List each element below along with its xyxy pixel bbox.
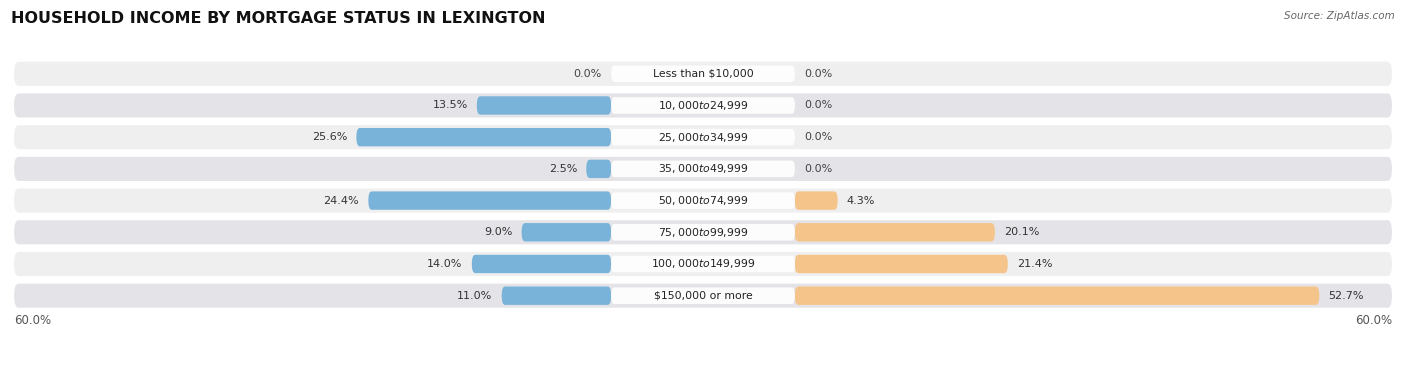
Text: HOUSEHOLD INCOME BY MORTGAGE STATUS IN LEXINGTON: HOUSEHOLD INCOME BY MORTGAGE STATUS IN L…	[11, 11, 546, 26]
FancyBboxPatch shape	[14, 188, 1392, 213]
FancyBboxPatch shape	[502, 287, 612, 305]
Text: 0.0%: 0.0%	[574, 69, 602, 79]
FancyBboxPatch shape	[14, 284, 1392, 308]
Text: 25.6%: 25.6%	[312, 132, 347, 142]
Text: 2.5%: 2.5%	[548, 164, 576, 174]
FancyBboxPatch shape	[612, 129, 794, 146]
Text: 24.4%: 24.4%	[323, 196, 359, 205]
Text: 11.0%: 11.0%	[457, 291, 492, 301]
FancyBboxPatch shape	[794, 223, 995, 242]
FancyBboxPatch shape	[477, 96, 612, 115]
FancyBboxPatch shape	[612, 161, 794, 177]
Legend: Without Mortgage, With Mortgage: Without Mortgage, With Mortgage	[574, 374, 832, 377]
Text: 0.0%: 0.0%	[804, 101, 832, 110]
FancyBboxPatch shape	[794, 287, 1319, 305]
FancyBboxPatch shape	[612, 224, 794, 241]
Text: 0.0%: 0.0%	[804, 132, 832, 142]
Text: Source: ZipAtlas.com: Source: ZipAtlas.com	[1284, 11, 1395, 21]
FancyBboxPatch shape	[472, 255, 612, 273]
Text: $35,000 to $49,999: $35,000 to $49,999	[658, 162, 748, 175]
FancyBboxPatch shape	[612, 66, 794, 82]
FancyBboxPatch shape	[612, 256, 794, 272]
FancyBboxPatch shape	[14, 157, 1392, 181]
FancyBboxPatch shape	[794, 192, 838, 210]
FancyBboxPatch shape	[14, 125, 1392, 149]
FancyBboxPatch shape	[14, 93, 1392, 118]
FancyBboxPatch shape	[522, 223, 612, 242]
Text: 9.0%: 9.0%	[484, 227, 512, 237]
Text: 13.5%: 13.5%	[433, 101, 468, 110]
Text: $50,000 to $74,999: $50,000 to $74,999	[658, 194, 748, 207]
FancyBboxPatch shape	[794, 255, 1008, 273]
Text: $10,000 to $24,999: $10,000 to $24,999	[658, 99, 748, 112]
FancyBboxPatch shape	[612, 192, 794, 209]
Text: Less than $10,000: Less than $10,000	[652, 69, 754, 79]
Text: 0.0%: 0.0%	[804, 164, 832, 174]
Text: $25,000 to $34,999: $25,000 to $34,999	[658, 131, 748, 144]
Text: 20.1%: 20.1%	[1004, 227, 1039, 237]
FancyBboxPatch shape	[356, 128, 612, 146]
Text: 60.0%: 60.0%	[1355, 314, 1392, 327]
Text: 21.4%: 21.4%	[1017, 259, 1053, 269]
FancyBboxPatch shape	[14, 252, 1392, 276]
FancyBboxPatch shape	[612, 287, 794, 304]
FancyBboxPatch shape	[14, 220, 1392, 244]
Text: 4.3%: 4.3%	[846, 196, 875, 205]
Text: $100,000 to $149,999: $100,000 to $149,999	[651, 257, 755, 270]
Text: 0.0%: 0.0%	[804, 69, 832, 79]
Text: 14.0%: 14.0%	[427, 259, 463, 269]
Text: $150,000 or more: $150,000 or more	[654, 291, 752, 301]
Text: $75,000 to $99,999: $75,000 to $99,999	[658, 226, 748, 239]
Text: 52.7%: 52.7%	[1329, 291, 1364, 301]
FancyBboxPatch shape	[14, 62, 1392, 86]
FancyBboxPatch shape	[612, 97, 794, 114]
FancyBboxPatch shape	[368, 192, 612, 210]
Text: 60.0%: 60.0%	[14, 314, 51, 327]
FancyBboxPatch shape	[586, 160, 612, 178]
